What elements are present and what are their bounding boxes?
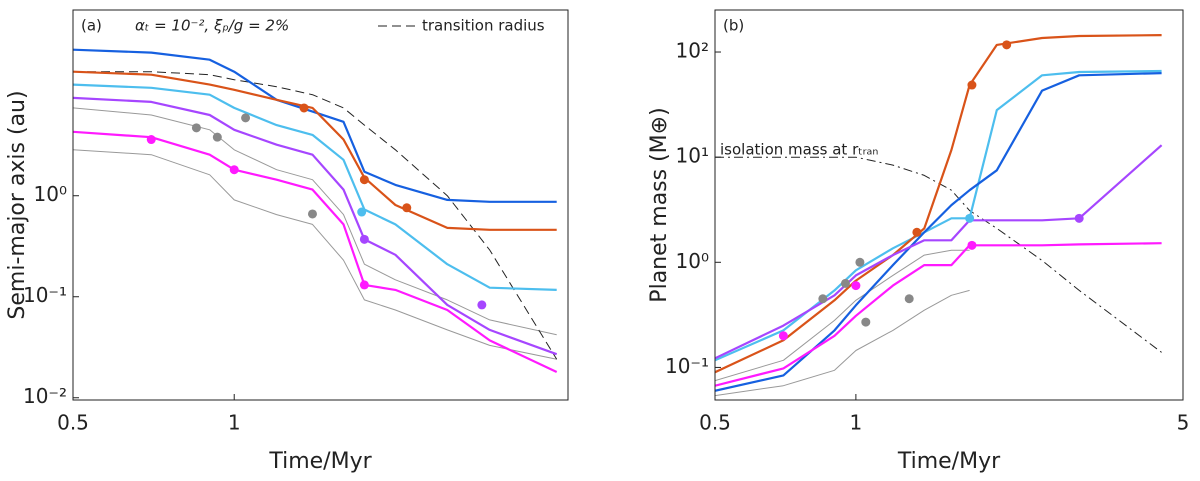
- x-axis-label: Time/Myr: [897, 449, 1001, 474]
- annotation: αₜ = 10⁻², ξₚ/g = 2%: [135, 17, 289, 35]
- marker: [967, 240, 977, 250]
- marker: [307, 209, 317, 219]
- marker: [212, 132, 222, 142]
- series-line: [715, 72, 1162, 392]
- marker: [229, 165, 239, 175]
- y-tick-label: 10²: [676, 39, 709, 63]
- y-axis-label: Planet mass (M⊕): [647, 107, 672, 302]
- x-tick-label: 0.5: [57, 411, 89, 435]
- marker: [965, 213, 975, 223]
- legend-label: transition radius: [422, 17, 545, 35]
- panel-label: (a): [81, 17, 102, 35]
- marker: [359, 280, 369, 290]
- series-line: [73, 83, 557, 291]
- marker: [912, 227, 922, 237]
- x-tick-label: 0.5: [699, 411, 731, 435]
- x-tick-label: 1: [850, 411, 863, 435]
- marker: [778, 331, 788, 341]
- marker: [855, 257, 865, 267]
- marker: [359, 234, 369, 244]
- marker: [1002, 40, 1012, 50]
- marker: [477, 300, 487, 310]
- x-tick-label: 1: [228, 411, 241, 435]
- marker: [851, 281, 861, 291]
- series-line: [715, 34, 1162, 374]
- y-tick-label: 10⁻¹: [23, 283, 67, 307]
- marker: [191, 123, 201, 133]
- x-axis-label: Time/Myr: [268, 449, 372, 474]
- annotation: isolation mass at rₜᵣₐₙ: [720, 141, 878, 159]
- series-line: [715, 156, 1162, 353]
- marker: [359, 175, 369, 185]
- series-line: [73, 48, 557, 203]
- marker: [357, 207, 367, 217]
- marker: [1074, 213, 1084, 223]
- x-tick-label: 5: [1177, 411, 1190, 435]
- marker: [402, 203, 412, 213]
- series-line: [715, 242, 1162, 387]
- series-line: [715, 289, 970, 397]
- panel-label: (b): [723, 17, 744, 35]
- marker: [241, 113, 251, 123]
- marker: [818, 294, 828, 304]
- y-tick-label: 10⁰: [34, 182, 67, 206]
- y-tick-label: 10⁻²: [23, 384, 67, 408]
- marker: [146, 135, 156, 145]
- series-line: [73, 70, 557, 231]
- series-line: [715, 249, 970, 382]
- marker: [967, 80, 977, 90]
- y-tick-label: 10⁻¹: [665, 354, 709, 378]
- plot-frame: [714, 9, 1184, 401]
- y-axis-label: Semi-major axis (au): [5, 90, 30, 319]
- marker: [904, 294, 914, 304]
- series-line: [73, 149, 557, 360]
- y-tick-label: 10⁰: [676, 249, 709, 273]
- series-line: [73, 71, 558, 360]
- marker: [861, 317, 871, 327]
- y-tick-label: 10¹: [676, 144, 709, 168]
- plot-area: [715, 10, 1183, 400]
- plot-frame: [72, 9, 569, 401]
- marker: [840, 278, 850, 288]
- series-line: [73, 130, 558, 373]
- marker: [299, 103, 309, 113]
- series-line: [73, 96, 558, 356]
